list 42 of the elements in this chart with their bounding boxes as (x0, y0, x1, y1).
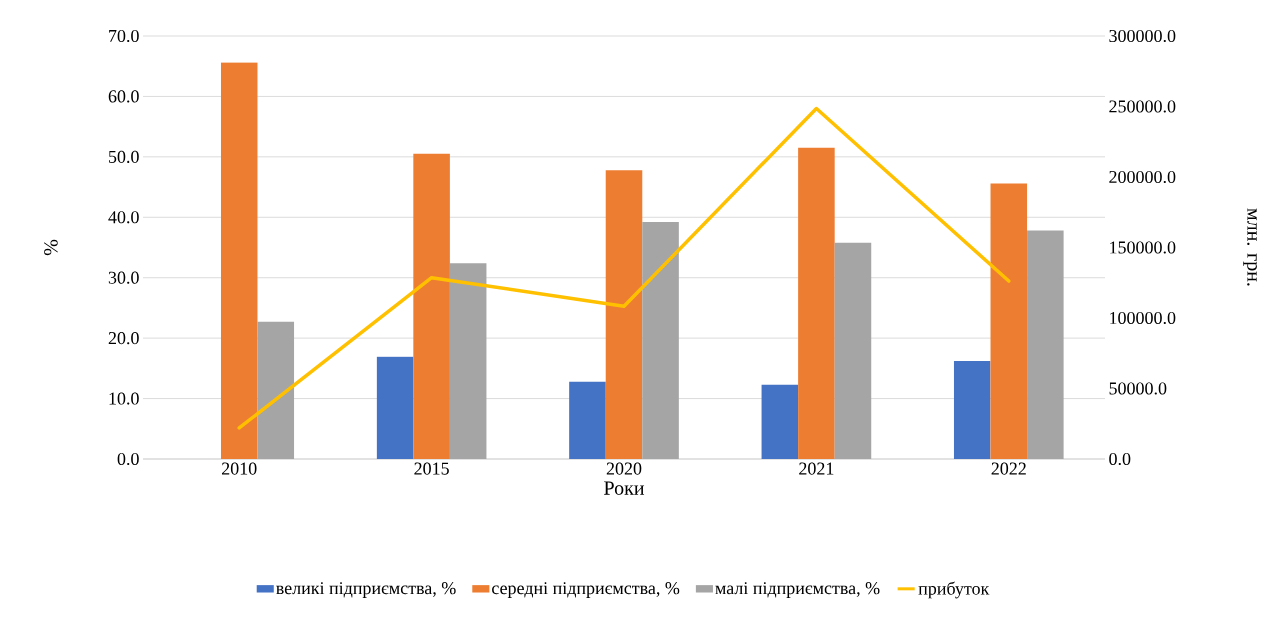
bar (257, 321, 295, 459)
y2-tick-label: 100000.0 (1110, 311, 1176, 325)
y-tick-label: 30.0 (108, 271, 139, 284)
x-tick-label: 2020 (606, 462, 642, 475)
y-tick-label: 0.0 (117, 452, 139, 466)
y2-tick-label: 250000.0 (1109, 100, 1176, 113)
bar (798, 147, 835, 459)
bar (569, 381, 606, 459)
y-axis-title: % (44, 239, 58, 256)
bar (605, 170, 643, 459)
x-tick-label: 2015 (414, 462, 449, 475)
bar (220, 62, 258, 459)
legend-label: середні підприємства, % (492, 582, 680, 598)
bar (761, 384, 799, 459)
y-tick-label: 40.0 (108, 211, 139, 224)
bar (376, 356, 414, 459)
legend-label: великі підприємства, % (276, 582, 456, 598)
bar (834, 242, 872, 459)
bar (413, 153, 450, 459)
legend-label: прибуток (918, 581, 990, 599)
x-axis-title: Роки (604, 481, 645, 495)
bar (642, 222, 679, 459)
x-tick-label: 2010 (222, 462, 257, 475)
bar (990, 183, 1028, 459)
y-tick-label: 20.0 (108, 332, 139, 345)
legend-label: малі підприємства, % (715, 582, 880, 598)
y2-tick-label: 150000.0 (1110, 241, 1176, 254)
y-tick-label: 50.0 (109, 150, 139, 163)
y-tick-label: 10.0 (109, 392, 139, 405)
x-tick-label: 2022 (991, 462, 1026, 475)
bar (953, 361, 991, 459)
y-tick-label: 60.0 (108, 90, 139, 103)
y2-tick-label: 0.0 (1109, 452, 1131, 466)
line-series (237, 106, 1011, 430)
bar (1027, 230, 1064, 459)
x-tick-label: 2021 (799, 462, 834, 475)
bar (449, 263, 487, 459)
y2-axis-title: млн. грн. (1243, 208, 1257, 286)
y2-tick-label: 300000.0 (1109, 29, 1176, 43)
y2-tick-label: 50000.0 (1109, 382, 1167, 395)
y2-tick-label: 200000.0 (1109, 170, 1176, 184)
y-tick-label: 70.0 (109, 29, 139, 43)
